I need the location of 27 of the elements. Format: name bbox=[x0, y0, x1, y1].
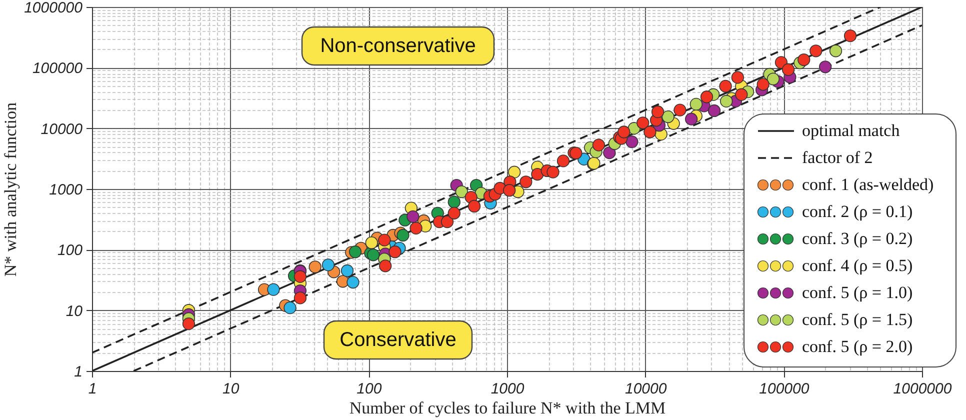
legend-label: conf. 1 (as-welded) bbox=[802, 175, 934, 194]
x-tick-label: 10 bbox=[222, 380, 240, 398]
x-tick-label: 10000 bbox=[624, 380, 668, 398]
legend-label: optimal match bbox=[802, 121, 900, 140]
legend-label: conf. 5 (ρ = 1.5) bbox=[802, 310, 913, 329]
legend-label: conf. 3 (ρ = 0.2) bbox=[802, 229, 913, 248]
y-tick-label: 100000 bbox=[32, 60, 84, 78]
x-axis-title: Number of cycles to failure N* with the LMM bbox=[349, 398, 666, 418]
annotation: Conservative bbox=[340, 329, 456, 351]
legend-label: conf. 5 (ρ = 1.0) bbox=[802, 283, 913, 302]
y-tick-label: 10000 bbox=[40, 120, 84, 138]
x-tick-label: 1 bbox=[88, 380, 97, 398]
y-tick-label: 1000000 bbox=[24, 0, 84, 16]
annotation: Non-conservative bbox=[320, 35, 476, 57]
y-tick-label: 100 bbox=[57, 242, 84, 260]
y-tick-label: 1 bbox=[74, 364, 82, 380]
legend-label: conf. 4 (ρ = 0.5) bbox=[802, 256, 913, 275]
x-tick-label: 100 bbox=[356, 380, 382, 398]
y-axis-title: N* with analytic function bbox=[1, 102, 20, 277]
y-tick-label: 1000 bbox=[49, 182, 84, 198]
x-tick-label: 1000 bbox=[490, 380, 525, 398]
x-tick-label: 1000000 bbox=[893, 380, 952, 398]
x-tick-label: 100000 bbox=[759, 380, 810, 398]
y-tick-label: 10 bbox=[66, 302, 84, 320]
legend-label: factor of 2 bbox=[802, 148, 873, 167]
legend-label: conf. 5 (ρ = 2.0) bbox=[802, 337, 913, 356]
legend-label: conf. 2 (ρ = 0.1) bbox=[802, 202, 913, 221]
